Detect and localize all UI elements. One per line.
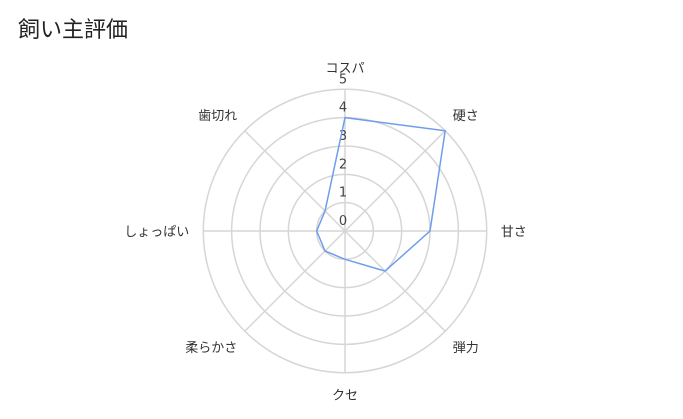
- axis-label: 歯切れ: [198, 109, 237, 124]
- grid-spoke: [344, 230, 446, 332]
- tick-label: 0: [339, 214, 347, 229]
- tick-label: 5: [339, 72, 347, 87]
- axis-label: しょっぱい: [124, 225, 189, 240]
- grid-spoke: [244, 130, 346, 232]
- tick-label: 2: [339, 157, 347, 172]
- series-line: [315, 116, 447, 272]
- axis-label: 弾力: [453, 341, 479, 356]
- axis-label: コスパ: [325, 61, 364, 76]
- axis-label: 硬さ: [453, 109, 479, 124]
- chart-title: 飼い主評価: [18, 18, 129, 43]
- axis-label: 甘さ: [501, 225, 527, 240]
- tick-label: 3: [339, 129, 347, 144]
- axis-label: 柔らかさ: [185, 341, 237, 356]
- grid-spoke: [244, 230, 346, 332]
- axis-label: クセ: [332, 389, 358, 404]
- tick-label: 4: [339, 101, 347, 116]
- tick-label: 1: [339, 186, 347, 201]
- grid-spoke: [344, 130, 446, 232]
